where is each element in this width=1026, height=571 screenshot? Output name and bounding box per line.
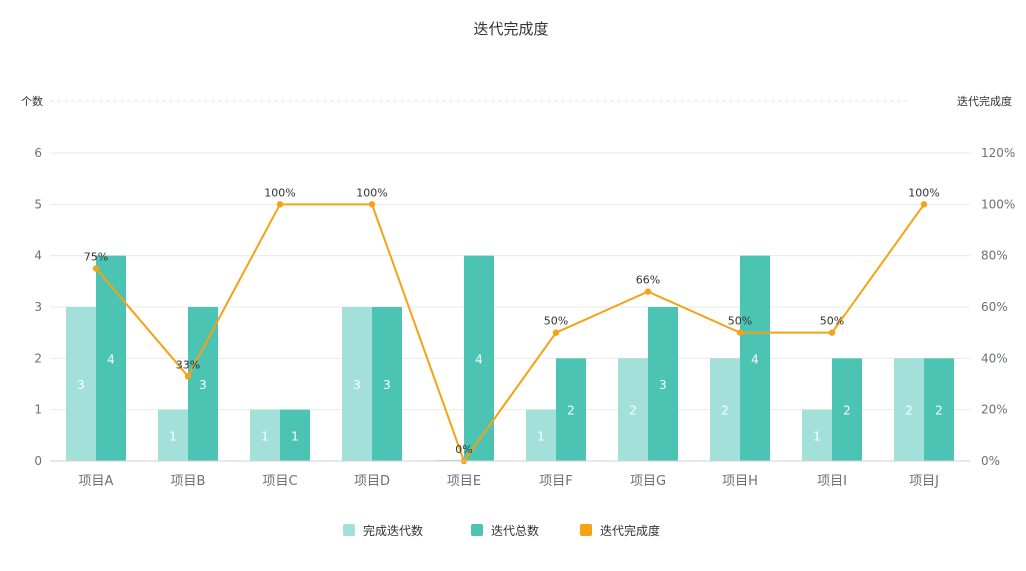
bar-total: [188, 307, 218, 461]
left-tick-label: 0: [34, 454, 42, 468]
bar-completed-label: 3: [353, 378, 361, 392]
chart-title: 迭代完成度: [473, 20, 548, 38]
bar-total: [556, 358, 586, 461]
bar-completed-label: 1: [261, 429, 269, 443]
bar-completed: [342, 307, 372, 461]
bar-completed-label: 1: [537, 429, 545, 443]
bar-total: [96, 255, 126, 461]
right-axis-name: 迭代完成度: [957, 94, 1012, 108]
bar-total: [740, 255, 770, 461]
completion-rate-point: [552, 329, 560, 336]
right-tick-label: 120%: [981, 146, 1015, 160]
left-tick-label: 6: [34, 146, 42, 160]
bar-total-label: 3: [383, 378, 391, 392]
completion-rate-label: 50%: [820, 315, 844, 328]
bar-completed: [250, 409, 280, 461]
left-tick-label: 4: [34, 249, 42, 263]
bar-total: [372, 307, 402, 461]
right-tick-label: 80%: [981, 249, 1008, 263]
completion-rate-point: [184, 373, 192, 380]
x-tick-label: 项目F: [539, 474, 572, 489]
right-tick-label: 40%: [981, 351, 1008, 365]
x-tick-label: 项目I: [817, 474, 847, 489]
completion-rate-label: 0%: [455, 443, 472, 456]
completion-rate-label: 33%: [176, 358, 200, 371]
right-tick-label: 0%: [981, 454, 1000, 468]
x-tick-label: 项目D: [354, 474, 390, 489]
bar-total-label: 4: [475, 352, 483, 366]
completion-rate-point: [920, 201, 928, 208]
completion-rate-label: 100%: [908, 186, 939, 199]
completion-rate-point: [92, 265, 100, 272]
bar-completed-label: 1: [169, 429, 177, 443]
bar-completed: [526, 409, 556, 461]
legend-swatch: [580, 524, 592, 536]
left-tick-label: 5: [34, 197, 42, 211]
left-tick-label: 3: [34, 300, 42, 314]
bar-total-label: 3: [199, 378, 207, 392]
completion-rate-point: [276, 201, 284, 208]
legend-label: 迭代完成度: [600, 523, 660, 538]
left-tick-label: 2: [34, 351, 42, 365]
bar-completed-label: 2: [721, 404, 729, 418]
left-axis-name: 个数: [21, 95, 43, 108]
x-tick-label: 项目G: [630, 474, 666, 489]
x-tick-label: 项目C: [262, 474, 297, 489]
legend-label: 完成迭代数: [363, 523, 423, 538]
bar-total-label: 2: [843, 404, 851, 418]
bar-total: [280, 409, 310, 461]
bar-completed: [66, 307, 96, 461]
completion-rate-label: 100%: [264, 186, 295, 199]
bar-completed-label: 2: [905, 404, 913, 418]
completion-rate-label: 100%: [356, 186, 387, 199]
legend-swatch: [343, 524, 355, 536]
x-tick-label: 项目H: [722, 474, 758, 489]
bar-total: [648, 307, 678, 461]
bar-completed: [618, 358, 648, 461]
completion-rate-point: [828, 329, 836, 336]
right-tick-label: 100%: [981, 197, 1015, 211]
bar-total-label: 2: [567, 404, 575, 418]
bar-completed: [802, 409, 832, 461]
x-tick-label: 项目J: [909, 474, 939, 489]
bar-total: [832, 358, 862, 461]
bar-total-label: 1: [291, 429, 299, 443]
completion-rate-line: [95, 203, 925, 464]
completion-rate-point: [736, 329, 744, 336]
left-tick-label: 1: [34, 403, 42, 417]
completion-rate-label: 75%: [84, 251, 108, 264]
x-tick-label: 项目B: [171, 474, 206, 489]
x-tick-label: 项目E: [447, 474, 481, 489]
bar-total-label: 2: [935, 404, 943, 418]
bar-total-label: 4: [751, 352, 759, 366]
completion-rate-label: 50%: [544, 315, 568, 328]
x-tick-label: 项目A: [79, 474, 114, 489]
legend-label: 迭代总数: [491, 523, 539, 538]
bar-completed-label: 3: [77, 378, 85, 392]
bar-total-label: 4: [107, 352, 115, 366]
bar-total-label: 3: [659, 378, 667, 392]
completion-rate-label: 66%: [636, 274, 660, 287]
bar-completed: [710, 358, 740, 461]
right-tick-label: 20%: [981, 403, 1008, 417]
bar-completed-label: 1: [813, 429, 821, 443]
bar-completed: [894, 358, 924, 461]
right-tick-label: 60%: [981, 300, 1008, 314]
legend-swatch: [471, 524, 483, 536]
completion-rate-label: 50%: [728, 315, 752, 328]
bar-completed: [158, 409, 188, 461]
bar-total: [924, 358, 954, 461]
completion-rate-point: [368, 201, 376, 208]
completion-rate-point: [644, 288, 652, 295]
bar-completed-label: 2: [629, 404, 637, 418]
